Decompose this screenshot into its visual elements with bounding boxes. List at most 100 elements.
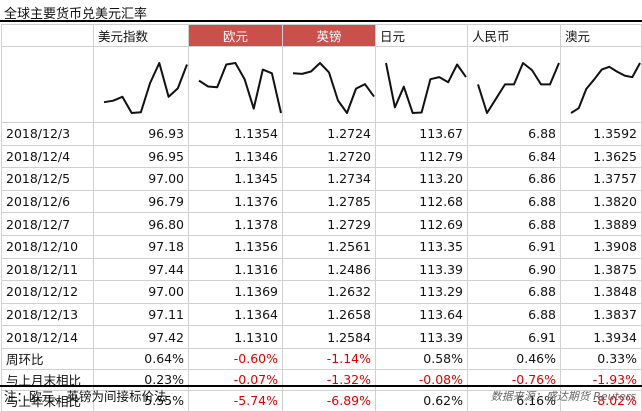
rate-cell: 97.42 bbox=[93, 325, 189, 349]
table-row: 2018/12/12 97.00 1.1369 1.2632 113.29 6.88 1.3… bbox=[1, 280, 642, 304]
change-cell: -0.08% bbox=[375, 368, 468, 391]
header-corner bbox=[1, 24, 94, 47]
rate-cell: 113.67 bbox=[375, 122, 468, 146]
col-header-label: 澳元 bbox=[565, 29, 591, 44]
row-date: 2018/12/13 bbox=[1, 302, 94, 327]
rate-cell: 1.3837 bbox=[560, 302, 642, 327]
rate-cell: 1.2724 bbox=[282, 122, 376, 146]
sparkline bbox=[570, 62, 641, 114]
table-row: 2018/12/7 96.80 1.1378 1.2729 112.69 6.88 1.38… bbox=[1, 212, 642, 236]
rate-cell: 6.88 bbox=[467, 280, 561, 304]
rate-cell: 1.3757 bbox=[560, 167, 642, 191]
rate-cell: 1.1346 bbox=[188, 144, 283, 169]
footnote: 注：欧元、英镑为间接标价法 bbox=[4, 389, 167, 404]
rate-cell: 96.80 bbox=[93, 212, 189, 236]
rate-cell: 6.86 bbox=[467, 167, 561, 191]
sparkline-line bbox=[477, 62, 560, 114]
rate-cell: 112.69 bbox=[375, 212, 468, 236]
rate-cell: 1.3820 bbox=[560, 189, 642, 214]
sparkline-cell bbox=[282, 46, 376, 123]
rate-cell: 6.88 bbox=[467, 302, 561, 327]
row-date: 2018/12/11 bbox=[1, 257, 94, 282]
rate-cell: 1.1378 bbox=[188, 212, 283, 236]
row-date: 2018/12/4 bbox=[1, 144, 94, 169]
rate-cell: 1.1356 bbox=[188, 234, 283, 259]
rate-cell: 1.3625 bbox=[560, 144, 642, 169]
rate-cell: 1.3934 bbox=[560, 325, 642, 349]
col-header-label: 日元 bbox=[380, 29, 406, 44]
rate-cell: 1.2734 bbox=[282, 167, 376, 191]
sparkline-cell bbox=[467, 46, 561, 123]
rate-cell: 113.29 bbox=[375, 280, 468, 304]
sparkline-cell bbox=[188, 46, 283, 123]
rate-cell: 113.39 bbox=[375, 257, 468, 282]
rate-cell: 1.1364 bbox=[188, 302, 283, 327]
rate-cell: 96.93 bbox=[93, 122, 189, 146]
rate-cell: 97.00 bbox=[93, 280, 189, 304]
change-cell: 0.62% bbox=[375, 389, 468, 412]
row-date: 2018/12/12 bbox=[1, 280, 94, 304]
rate-cell: 6.88 bbox=[467, 212, 561, 236]
change-cell: -6.89% bbox=[282, 389, 376, 412]
rate-cell: 112.79 bbox=[375, 144, 468, 169]
rate-cell: 113.35 bbox=[375, 234, 468, 259]
rate-cell: 1.1310 bbox=[188, 325, 283, 349]
change-cell: 0.46% bbox=[467, 347, 561, 370]
rate-cell: 97.18 bbox=[93, 234, 189, 259]
rate-cell: 6.90 bbox=[467, 257, 561, 282]
rate-cell: 97.44 bbox=[93, 257, 189, 282]
sparkline-line bbox=[292, 62, 375, 114]
sparkline-row bbox=[1, 46, 642, 123]
sparkline bbox=[198, 62, 282, 114]
sparkline bbox=[292, 62, 375, 114]
bottom-rule bbox=[0, 385, 642, 387]
header-row: 美元指数 欧元 英镑 日元 人民币 澳元 bbox=[1, 24, 642, 47]
table-row: 2018/12/6 96.79 1.1376 1.2785 112.68 6.88 1.38… bbox=[1, 189, 642, 214]
col-header-label: 欧元 bbox=[222, 29, 248, 44]
row-date: 2018/12/3 bbox=[1, 122, 94, 146]
rate-cell: 1.1376 bbox=[188, 189, 283, 214]
change-cell: -5.74% bbox=[188, 389, 283, 412]
sparkline-corner bbox=[1, 46, 94, 123]
sparkline-line bbox=[570, 62, 641, 114]
rate-cell: 1.2658 bbox=[282, 302, 376, 327]
change-cell: 0.33% bbox=[560, 347, 642, 370]
row-date: 2018/12/5 bbox=[1, 167, 94, 191]
row-date: 2018/12/10 bbox=[1, 234, 94, 259]
rate-cell: 6.91 bbox=[467, 325, 561, 349]
col-header: 英镑 bbox=[282, 24, 376, 47]
rate-cell: 1.1354 bbox=[188, 122, 283, 146]
sparkline bbox=[385, 62, 467, 114]
sparkline bbox=[103, 62, 188, 114]
rate-cell: 6.88 bbox=[467, 122, 561, 146]
sparkline bbox=[477, 62, 560, 114]
rate-cell: 1.2584 bbox=[282, 325, 376, 349]
col-header: 美元指数 bbox=[93, 24, 189, 47]
table-title: 全球主要货币兑美元汇率 bbox=[4, 7, 148, 22]
change-cell: 0.64% bbox=[93, 347, 189, 370]
row-date: 2018/12/14 bbox=[1, 325, 94, 349]
rate-cell: 1.3848 bbox=[560, 280, 642, 304]
change-cell: -0.07% bbox=[188, 368, 283, 391]
rate-cell: 113.20 bbox=[375, 167, 468, 191]
table-row: 2018/12/13 97.11 1.1364 1.2658 113.64 6.88 1.3… bbox=[1, 302, 642, 327]
rate-cell: 6.84 bbox=[467, 144, 561, 169]
sparkline-cell bbox=[560, 46, 642, 123]
row-date: 2018/12/7 bbox=[1, 212, 94, 236]
rate-cell: 1.2720 bbox=[282, 144, 376, 169]
col-header-label: 人民币 bbox=[472, 29, 510, 44]
rate-cell: 1.2785 bbox=[282, 189, 376, 214]
rate-cell: 1.3908 bbox=[560, 234, 642, 259]
change-cell: 0.58% bbox=[375, 347, 468, 370]
rate-cell: 113.39 bbox=[375, 325, 468, 349]
change-cell: -1.32% bbox=[282, 368, 376, 391]
rate-cell: 6.88 bbox=[467, 189, 561, 214]
rate-cell: 1.3592 bbox=[560, 122, 642, 146]
rate-cell: 1.1345 bbox=[188, 167, 283, 191]
rate-cell: 1.3875 bbox=[560, 257, 642, 282]
sparkline-cell bbox=[93, 46, 189, 123]
table-row: 2018/12/14 97.42 1.1310 1.2584 113.39 6.91 1.3… bbox=[1, 325, 642, 349]
rate-cell: 1.2729 bbox=[282, 212, 376, 236]
rate-cell: 96.95 bbox=[93, 144, 189, 169]
change-cell: -0.60% bbox=[188, 347, 283, 370]
